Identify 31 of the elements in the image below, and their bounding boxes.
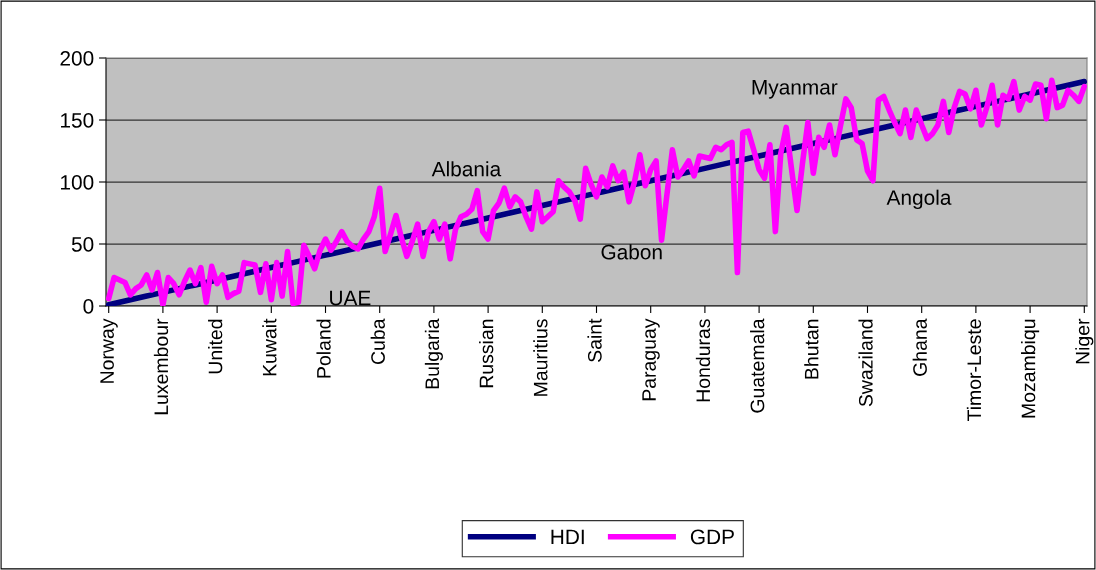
annotation: Myanmar: [752, 80, 838, 99]
x-tick-label: Guatemala: [750, 318, 765, 413]
x-tick-label: Swaziland: [858, 319, 873, 407]
y-tick-label: 50: [71, 237, 94, 252]
x-tick-label: Niger: [1075, 318, 1094, 364]
y-tick-label: 100: [61, 175, 94, 190]
y-tick-label: 150: [61, 113, 94, 128]
annotation: Albania: [431, 161, 502, 177]
x-tick-label: Bulgaria: [424, 318, 443, 389]
y-tick-label: 200: [60, 51, 94, 66]
x-tick-label: Poland: [316, 319, 331, 378]
x-tick-label: Bhutan: [804, 319, 819, 379]
x-tick-label: Mauritius: [533, 319, 548, 396]
x-tick-label: Saint: [587, 318, 602, 362]
x-tick-label: Luxembour: [153, 318, 169, 415]
y-tick-label: 0: [83, 299, 94, 314]
x-tick-label: United: [208, 319, 223, 374]
x-tick-label: Mozambiqu: [1021, 319, 1040, 418]
annotation: Angola: [886, 189, 952, 210]
x-tick-label: Kuwait: [262, 318, 277, 376]
x-tick-label: Timor-Leste: [966, 319, 982, 422]
annotation: UAE: [330, 290, 371, 306]
x-tick-label: Russian: [479, 319, 494, 388]
x-tick-label: Ghana: [912, 318, 927, 376]
x-tick-label: Cuba: [370, 318, 385, 364]
x-tick-label: Norway: [100, 318, 118, 383]
annotation: Gabon: [601, 244, 662, 260]
legend-label: GDP: [690, 529, 734, 545]
x-tick-label: Honduras: [695, 319, 711, 402]
x-tick-label: Paraguay: [642, 318, 660, 401]
legend-label: HDI: [551, 529, 584, 545]
